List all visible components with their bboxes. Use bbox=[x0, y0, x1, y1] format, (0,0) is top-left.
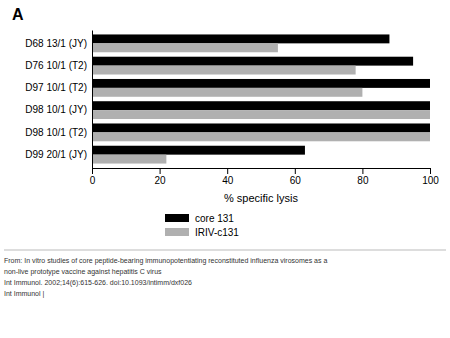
y-tick-label: D99 20/1 (JY) bbox=[25, 149, 87, 160]
bar bbox=[92, 110, 430, 119]
footer-line: From: In vitro studies of core peptide-b… bbox=[4, 257, 327, 265]
y-tick: D68 13/1 (JY) bbox=[25, 38, 87, 49]
y-tick-label: D98 10/1 (JY) bbox=[25, 104, 87, 115]
y-axis: D68 13/1 (JY) D76 10/1 (T2) D97 10/1 (T2) D… bbox=[25, 31, 92, 169]
bar bbox=[92, 66, 356, 75]
footer-line: Int Immunol. 2002;14(6):615-626. doi:10.… bbox=[4, 279, 192, 287]
bar bbox=[92, 101, 430, 110]
y-tick-label: D97 10/1 (T2) bbox=[25, 82, 87, 93]
bar bbox=[92, 155, 166, 164]
bar bbox=[92, 57, 413, 66]
bar bbox=[92, 79, 430, 88]
bar bbox=[92, 88, 362, 97]
footer-line: non-live prototype vaccine against hepat… bbox=[4, 268, 162, 276]
y-axis-line bbox=[92, 31, 93, 169]
separator bbox=[4, 250, 446, 251]
x-tick-label: 40 bbox=[222, 175, 234, 186]
x-tick: 100 bbox=[422, 168, 439, 186]
y-tick-label: D98 10/1 (T2) bbox=[25, 127, 87, 138]
x-tick-label: 100 bbox=[422, 175, 439, 186]
x-axis-label: % specific lysis bbox=[224, 192, 298, 204]
legend-swatch bbox=[165, 214, 189, 222]
bars bbox=[92, 34, 430, 163]
y-tick: D98 10/1 (T2) bbox=[25, 127, 87, 138]
x-tick-mark bbox=[160, 168, 161, 174]
x-tick: 60 bbox=[290, 168, 302, 186]
x-tick-mark bbox=[227, 168, 228, 174]
x-tick: 20 bbox=[155, 168, 167, 186]
chart: A020406080100D68 13/1 (JY)D76 10/1 (T2)D… bbox=[0, 0, 450, 338]
x-tick-label: 0 bbox=[90, 175, 96, 186]
legend-item: IRIV-c131 bbox=[165, 227, 239, 238]
legend: core 131 IRIV-c131 bbox=[165, 213, 239, 238]
y-tick: D98 10/1 (JY) bbox=[25, 104, 87, 115]
y-tick-label: D76 10/1 (T2) bbox=[25, 60, 87, 71]
x-tick-mark bbox=[430, 168, 431, 174]
y-tick: D99 20/1 (JY) bbox=[25, 149, 87, 160]
footer: From: In vitro studies of core peptide-b… bbox=[4, 257, 327, 298]
legend-label: core 131 bbox=[195, 213, 234, 224]
bar bbox=[92, 132, 430, 141]
footer-line: Int Immunol | bbox=[4, 290, 45, 298]
x-tick: 0 bbox=[90, 168, 96, 186]
x-tick-mark bbox=[362, 168, 363, 174]
x-tick-label: 80 bbox=[357, 175, 369, 186]
bar bbox=[92, 34, 389, 43]
y-tick-label: D68 13/1 (JY) bbox=[25, 38, 87, 49]
x-tick-label: 60 bbox=[290, 175, 302, 186]
x-axis: 0 20 40 60 80 100 bbox=[90, 168, 440, 186]
bar bbox=[92, 43, 278, 52]
x-tick: 80 bbox=[357, 168, 369, 186]
legend-item: core 131 bbox=[165, 213, 234, 224]
y-tick: D97 10/1 (T2) bbox=[25, 82, 87, 93]
x-tick: 40 bbox=[222, 168, 234, 186]
x-tick-label: 20 bbox=[155, 175, 167, 186]
x-tick-mark bbox=[295, 168, 296, 174]
y-tick: D76 10/1 (T2) bbox=[25, 60, 87, 71]
x-axis-line bbox=[93, 169, 431, 175]
x-tick-mark bbox=[92, 168, 93, 174]
bar bbox=[92, 146, 305, 155]
legend-label: IRIV-c131 bbox=[195, 227, 239, 238]
title: A bbox=[12, 6, 24, 23]
bar bbox=[92, 123, 430, 132]
legend-swatch bbox=[165, 228, 189, 236]
